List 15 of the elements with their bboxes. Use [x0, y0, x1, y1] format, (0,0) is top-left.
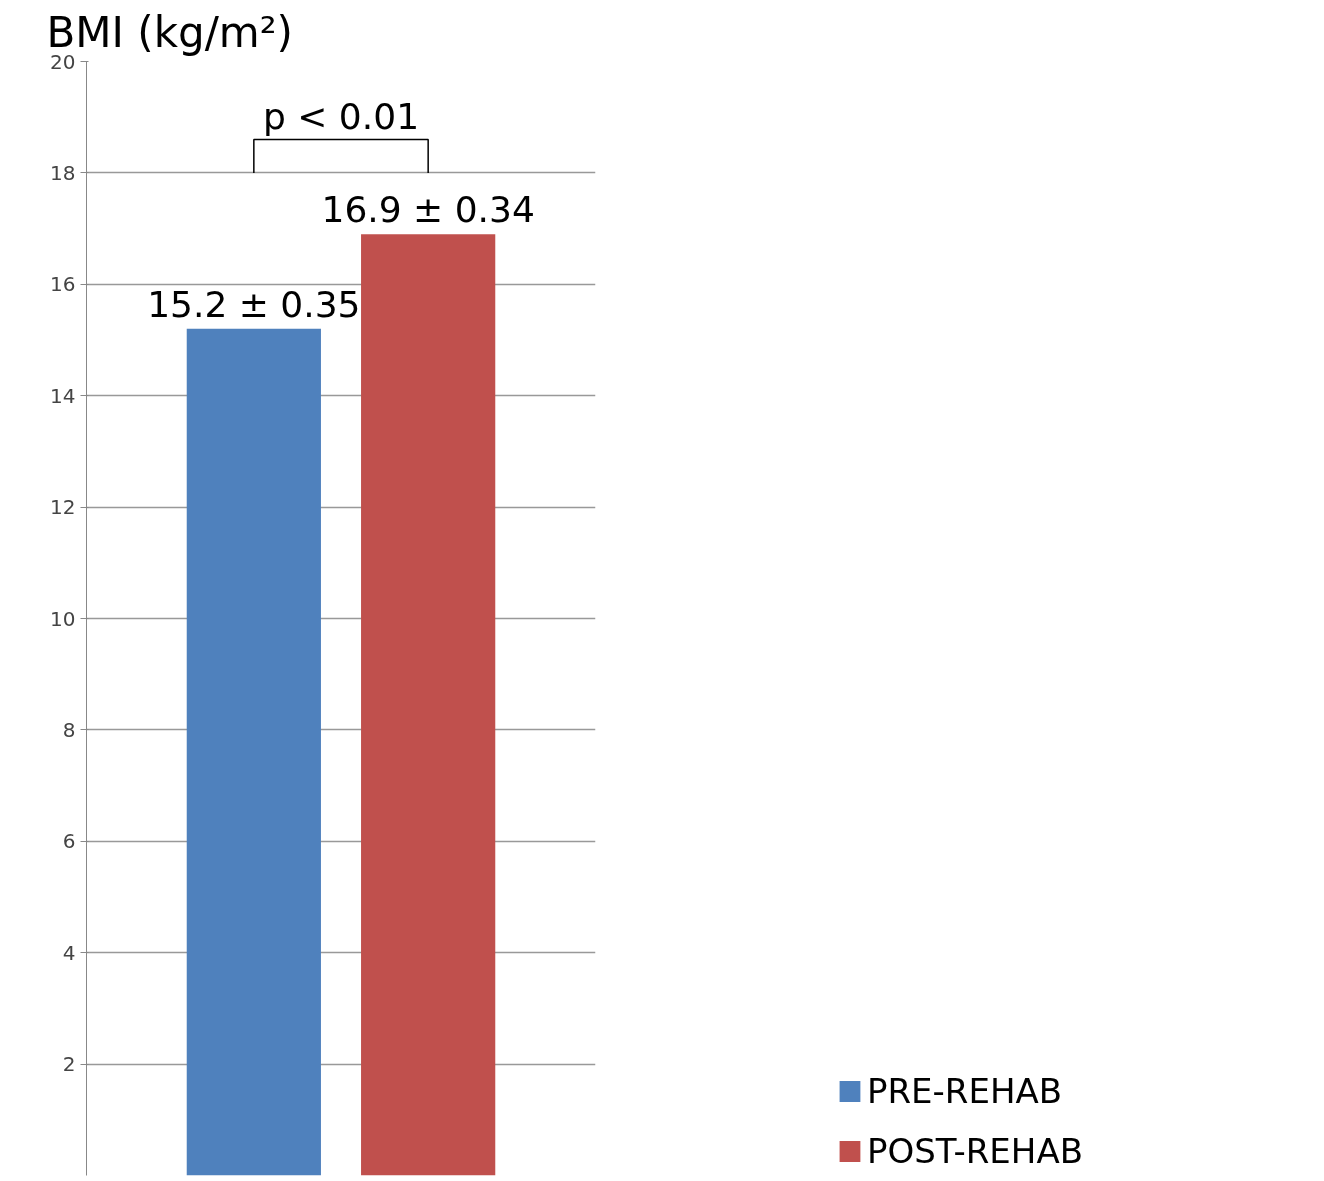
- y-tick-label: 18: [50, 160, 76, 185]
- data-label: 15.2 ± 0.35: [147, 283, 361, 325]
- y-tick-label: 6: [62, 829, 76, 854]
- legend-label: PRE-REHAB: [866, 1071, 1063, 1111]
- y-tick-label: 8: [62, 717, 76, 742]
- y-tick-label: 12: [50, 495, 76, 520]
- y-tick-label: 2: [62, 1052, 76, 1077]
- y-tick-label: 16: [50, 272, 76, 297]
- y-tick-label: 14: [50, 383, 76, 408]
- data-label: 16.9 ± 0.34: [321, 189, 535, 231]
- y-tick-label: 20: [50, 49, 76, 74]
- y-tick-label: 4: [62, 940, 76, 965]
- annotation: p < 0.01: [262, 96, 420, 138]
- y-tick-label: 10: [50, 606, 76, 631]
- legend-label: POST-REHAB: [866, 1131, 1084, 1171]
